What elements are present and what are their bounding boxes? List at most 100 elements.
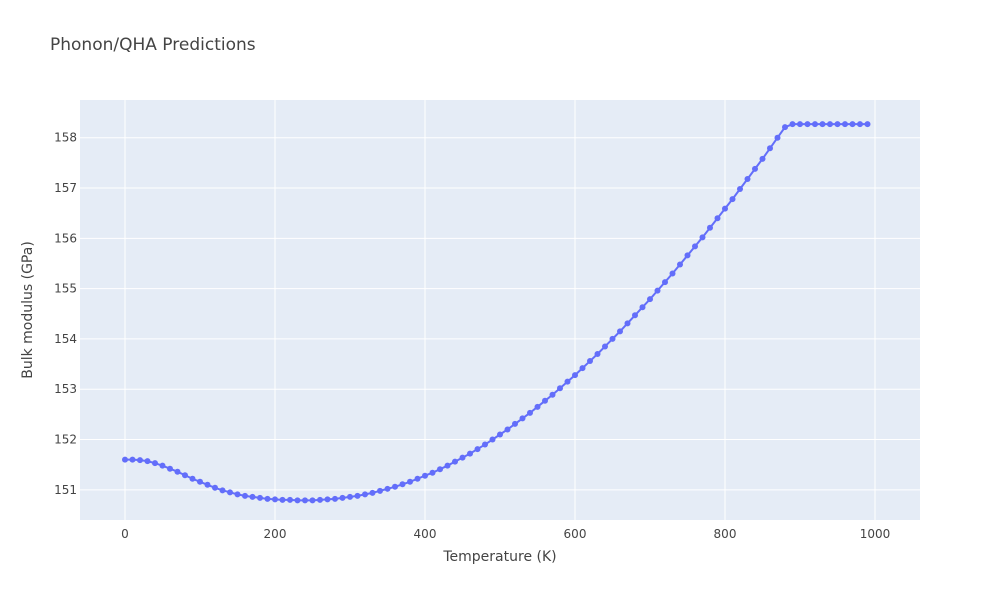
data-point <box>647 296 653 303</box>
x-tick-label: 800 <box>714 527 737 541</box>
data-point <box>324 496 331 503</box>
data-point <box>354 492 361 499</box>
data-point <box>137 457 143 464</box>
data-point <box>542 397 548 404</box>
data-point <box>129 456 136 463</box>
data-point <box>317 496 323 503</box>
data-point <box>234 491 241 498</box>
data-point <box>782 124 788 131</box>
data-point <box>399 481 406 488</box>
data-point <box>564 378 571 385</box>
data-point <box>429 469 436 476</box>
x-tick-label: 1000 <box>860 527 891 541</box>
data-point <box>572 372 578 379</box>
data-point <box>122 456 128 463</box>
data-point <box>699 234 706 241</box>
data-point <box>534 403 541 410</box>
data-point <box>249 493 256 500</box>
y-tick-label: 153 <box>54 382 77 396</box>
data-point <box>362 491 368 498</box>
data-point <box>152 460 158 467</box>
data-point <box>759 155 766 162</box>
data-point <box>714 215 721 222</box>
data-point <box>849 121 856 128</box>
data-point <box>579 365 586 372</box>
y-tick-label: 158 <box>54 131 77 145</box>
y-tick-label: 152 <box>54 433 77 447</box>
data-point <box>804 121 811 128</box>
x-tick-label: 200 <box>264 527 287 541</box>
data-point <box>212 484 218 491</box>
data-point <box>684 252 691 259</box>
data-point <box>227 489 233 496</box>
data-point <box>242 492 248 499</box>
data-point <box>662 279 668 286</box>
data-point <box>369 489 376 496</box>
data-point <box>467 450 473 457</box>
y-axis-title: Bulk modulus (GPa) <box>20 241 36 379</box>
data-point <box>594 351 601 358</box>
data-point <box>279 496 286 503</box>
data-point <box>444 462 451 469</box>
data-point <box>729 196 736 203</box>
data-point <box>414 475 421 482</box>
data-point <box>339 494 346 501</box>
x-tick-label: 600 <box>564 527 587 541</box>
data-point <box>392 483 398 490</box>
data-point <box>504 426 511 433</box>
x-tick-label: 0 <box>121 527 129 541</box>
data-point <box>737 186 743 193</box>
data-point <box>707 224 713 231</box>
data-point <box>789 121 796 128</box>
data-point <box>767 145 773 152</box>
data-point <box>602 343 608 350</box>
data-point <box>309 497 316 504</box>
data-point <box>407 478 413 485</box>
series-line <box>125 123 868 502</box>
data-point <box>287 496 293 503</box>
data-point <box>257 494 263 501</box>
data-point <box>219 487 226 494</box>
data-series <box>122 121 871 504</box>
x-axis-ticks: 0 200 400 600 800 1000 <box>121 527 890 541</box>
data-point <box>722 205 728 212</box>
data-point <box>204 481 211 488</box>
data-point <box>827 121 833 128</box>
data-point <box>167 465 173 472</box>
data-point <box>519 415 526 422</box>
data-point <box>842 121 848 128</box>
y-axis-ticks: 151 152 153 154 155 156 157 158 <box>54 131 77 497</box>
chart-title: Phonon/QHA Predictions <box>50 35 256 55</box>
data-point <box>669 270 676 277</box>
data-point <box>834 121 841 128</box>
plot-area <box>80 100 920 520</box>
data-point <box>797 121 803 128</box>
data-point <box>459 454 466 461</box>
data-point <box>489 436 496 443</box>
data-point <box>819 121 826 128</box>
data-point <box>182 472 188 479</box>
data-point <box>159 462 166 469</box>
data-point <box>632 312 638 319</box>
data-point <box>654 287 661 294</box>
data-point <box>452 458 458 465</box>
data-point <box>549 391 556 398</box>
data-point <box>437 466 443 473</box>
x-axis-title: Temperature (K) <box>442 549 556 565</box>
data-point <box>527 409 533 416</box>
data-point <box>482 441 488 448</box>
data-point <box>587 358 593 365</box>
x-tick-label: 400 <box>414 527 437 541</box>
data-point <box>422 472 428 479</box>
data-point <box>617 328 623 335</box>
data-point <box>774 134 781 141</box>
y-tick-label: 151 <box>54 483 77 497</box>
data-point <box>864 121 871 128</box>
data-point <box>639 304 646 311</box>
data-point <box>624 320 631 327</box>
data-point <box>332 495 338 502</box>
data-point <box>294 497 301 504</box>
data-point <box>497 431 503 438</box>
data-point <box>377 487 383 494</box>
